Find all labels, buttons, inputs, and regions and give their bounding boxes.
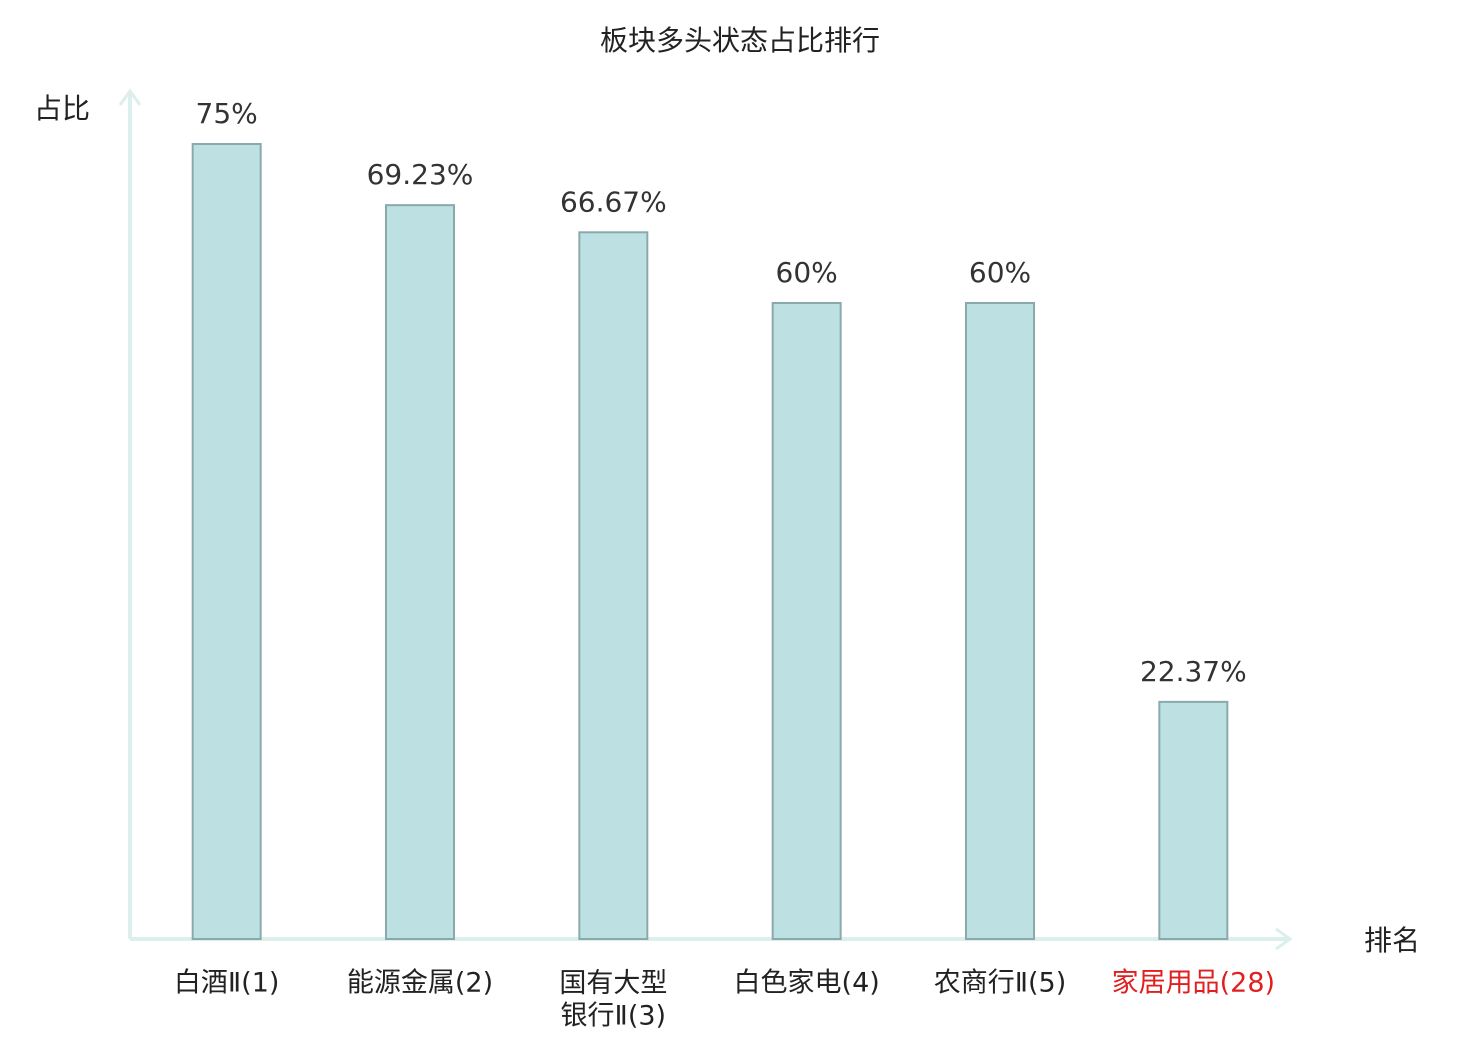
- x-axis-label: 排名: [1364, 924, 1420, 957]
- bar: [191, 143, 262, 940]
- x-axis-arrow: [1275, 927, 1293, 951]
- chart-title: 板块多头状态占比排行: [600, 24, 880, 57]
- value-label: 22.37%: [1140, 655, 1247, 688]
- bar: [965, 302, 1035, 940]
- x-tick-label: 国有大型银行Ⅱ(3): [559, 968, 667, 1031]
- x-tick-label: 白色家电(4): [734, 968, 880, 999]
- value-label: 69.23%: [367, 158, 474, 191]
- bar: [385, 204, 455, 941]
- bar: [771, 302, 842, 940]
- bar: [578, 231, 649, 941]
- value-label: 66.67%: [560, 185, 667, 218]
- bar: [1158, 700, 1229, 940]
- value-label: 60%: [969, 256, 1031, 289]
- x-tick-label: 家居用品(28): [1112, 968, 1275, 999]
- y-axis-arrow: [118, 88, 142, 106]
- value-label: 75%: [196, 97, 258, 130]
- x-tick-label: 白酒Ⅱ(1): [174, 968, 280, 999]
- x-tick-label: 农商行Ⅱ(5): [934, 968, 1067, 999]
- y-axis-label: 占比: [34, 92, 90, 125]
- value-label: 60%: [776, 256, 838, 289]
- x-tick-label: 能源金属(2): [347, 968, 493, 999]
